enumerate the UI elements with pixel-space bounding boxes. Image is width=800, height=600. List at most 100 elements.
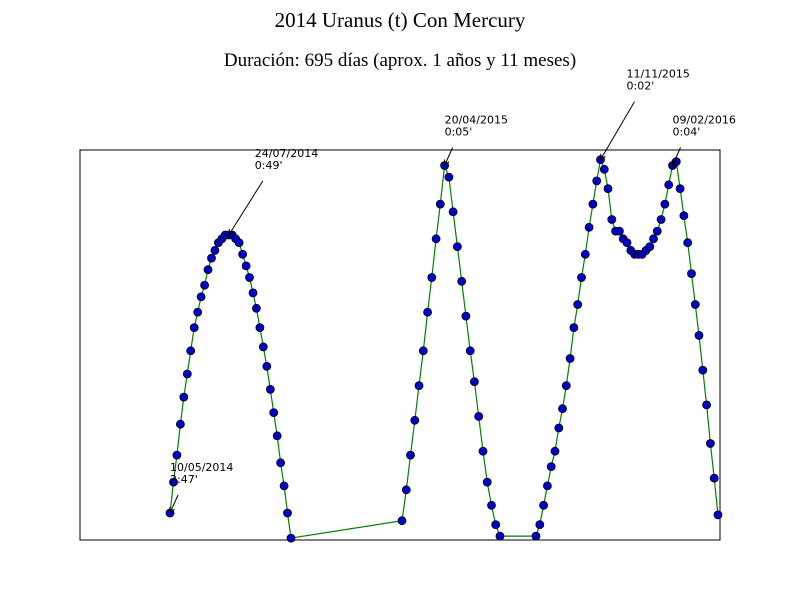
annotation-arrow: [444, 147, 454, 166]
data-point: [423, 307, 433, 317]
data-point: [577, 273, 586, 282]
data-point: [491, 520, 501, 529]
data-point: [694, 330, 704, 340]
data-point: [539, 500, 548, 510]
data-point: [573, 300, 583, 309]
annotation-label: 0:02': [627, 80, 655, 93]
chart-title: 2014 Uranus (t) Con Mercury: [274, 8, 526, 32]
data-point: [649, 234, 658, 244]
data-point: [200, 280, 210, 290]
data-point: [238, 249, 248, 259]
data-point: [279, 481, 289, 491]
data-point: [706, 439, 715, 448]
annotation-label: 0:49': [255, 159, 283, 172]
series-line: [169, 157, 719, 539]
data-point: [622, 238, 632, 248]
data-point: [592, 176, 602, 186]
annotation-label: 20/04/2015: [445, 114, 508, 127]
data-point: [652, 226, 662, 236]
annotation-arrowhead: [169, 506, 175, 515]
data-point: [186, 346, 196, 356]
data-point: [683, 238, 693, 248]
data-point: [535, 520, 545, 529]
data-point: [660, 199, 670, 209]
data-point: [262, 361, 272, 371]
annotation-arrow: [169, 494, 179, 514]
data-point: [531, 531, 541, 541]
data-point: [607, 215, 617, 224]
data-point: [169, 477, 178, 487]
annotation-arrow: [228, 180, 264, 236]
data-point: [687, 269, 696, 279]
data-point: [207, 253, 216, 263]
annotation-label: 0:05': [445, 126, 473, 139]
data-point: [690, 300, 700, 309]
data-point: [182, 369, 192, 379]
data-point: [258, 342, 268, 352]
data-point: [713, 510, 723, 520]
data-point: [482, 477, 492, 487]
data-point: [457, 276, 467, 286]
data-point: [554, 423, 564, 433]
data-point: [193, 307, 203, 317]
data-point: [615, 226, 624, 236]
annotation-label: 0:04': [673, 126, 701, 139]
data-point: [543, 481, 552, 491]
data-point: [210, 245, 220, 255]
annotation-label: 24/07/2014: [255, 147, 318, 160]
data-point: [248, 288, 258, 298]
data-point: [406, 450, 415, 460]
data-point: [675, 184, 685, 194]
data-point: [448, 207, 458, 217]
chart-subtitle: Duración: 695 días (aprox. 1 años y 11 m…: [223, 50, 577, 71]
data-point: [588, 199, 598, 209]
data-point: [427, 273, 437, 282]
data-point: [431, 234, 441, 244]
data-point: [435, 199, 445, 209]
data-point: [255, 323, 265, 333]
annotation-arrowhead: [671, 159, 678, 167]
data-point: [569, 323, 579, 333]
data-point: [189, 323, 199, 333]
data-point: [241, 261, 251, 271]
data-point: [702, 400, 711, 410]
annotation-label: 2:47': [170, 473, 198, 486]
data-point: [478, 446, 488, 456]
data-point: [452, 242, 462, 252]
data-point: [175, 419, 185, 429]
data-point: [698, 365, 708, 375]
data-point: [245, 273, 254, 282]
data-point: [679, 211, 689, 221]
data-point: [495, 531, 505, 541]
data-point: [172, 450, 182, 460]
data-point: [276, 458, 286, 468]
data-point: [487, 500, 496, 510]
data-point: [565, 354, 575, 363]
data-point: [580, 249, 590, 259]
data-point: [474, 411, 484, 421]
data-point: [203, 265, 213, 275]
series-layer: [165, 155, 723, 543]
data-point: [234, 238, 244, 248]
data-point: [558, 404, 567, 414]
data-point: [414, 381, 424, 391]
annotation-label: 10/05/2014: [170, 461, 233, 474]
data-point: [401, 485, 411, 495]
data-point: [410, 415, 420, 425]
data-point: [656, 215, 666, 224]
annotation-arrowhead: [443, 159, 450, 167]
data-point: [179, 392, 189, 402]
data-point: [664, 180, 674, 190]
annotation-arrow: [600, 101, 635, 160]
data-point: [465, 346, 475, 356]
data-point: [444, 172, 454, 182]
data-point: [469, 377, 479, 387]
data-point: [461, 311, 471, 321]
data-point: [599, 164, 609, 174]
data-point: [272, 431, 282, 441]
